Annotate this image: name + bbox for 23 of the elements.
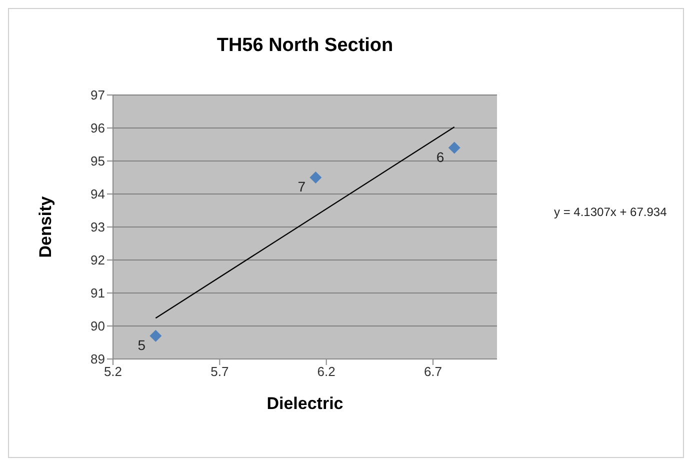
x-tick-label: 6.7 xyxy=(424,364,442,380)
y-tick-label: 91 xyxy=(90,286,105,301)
y-tick-label: 94 xyxy=(90,186,105,202)
y-tick-label: 89 xyxy=(90,352,105,367)
annotation: 5 xyxy=(138,336,146,353)
y-axis-title: Density xyxy=(36,196,56,258)
x-axis-title: Dielectric xyxy=(266,394,344,414)
text: y = 4.1307x + 67.934 xyxy=(554,205,667,219)
x-tick-label: 5.2 xyxy=(104,364,122,380)
y-tick-label: 92 xyxy=(90,252,105,268)
x-tick-label: 5.7 xyxy=(210,364,229,380)
y-tick-label: 96 xyxy=(90,120,105,136)
y-tick-label: 93 xyxy=(90,220,105,235)
annotation: 7 xyxy=(298,178,306,194)
annotation: 6 xyxy=(436,148,444,165)
x-tick-label: 6.2 xyxy=(317,364,336,380)
y-tick-label: 97 xyxy=(90,88,105,103)
point xyxy=(448,142,460,154)
point xyxy=(150,330,162,342)
point xyxy=(310,172,322,184)
chart-title: TH56 North Section xyxy=(216,35,394,57)
y-tick-label: 95 xyxy=(90,154,105,169)
y-tick-label: 90 xyxy=(90,318,105,334)
